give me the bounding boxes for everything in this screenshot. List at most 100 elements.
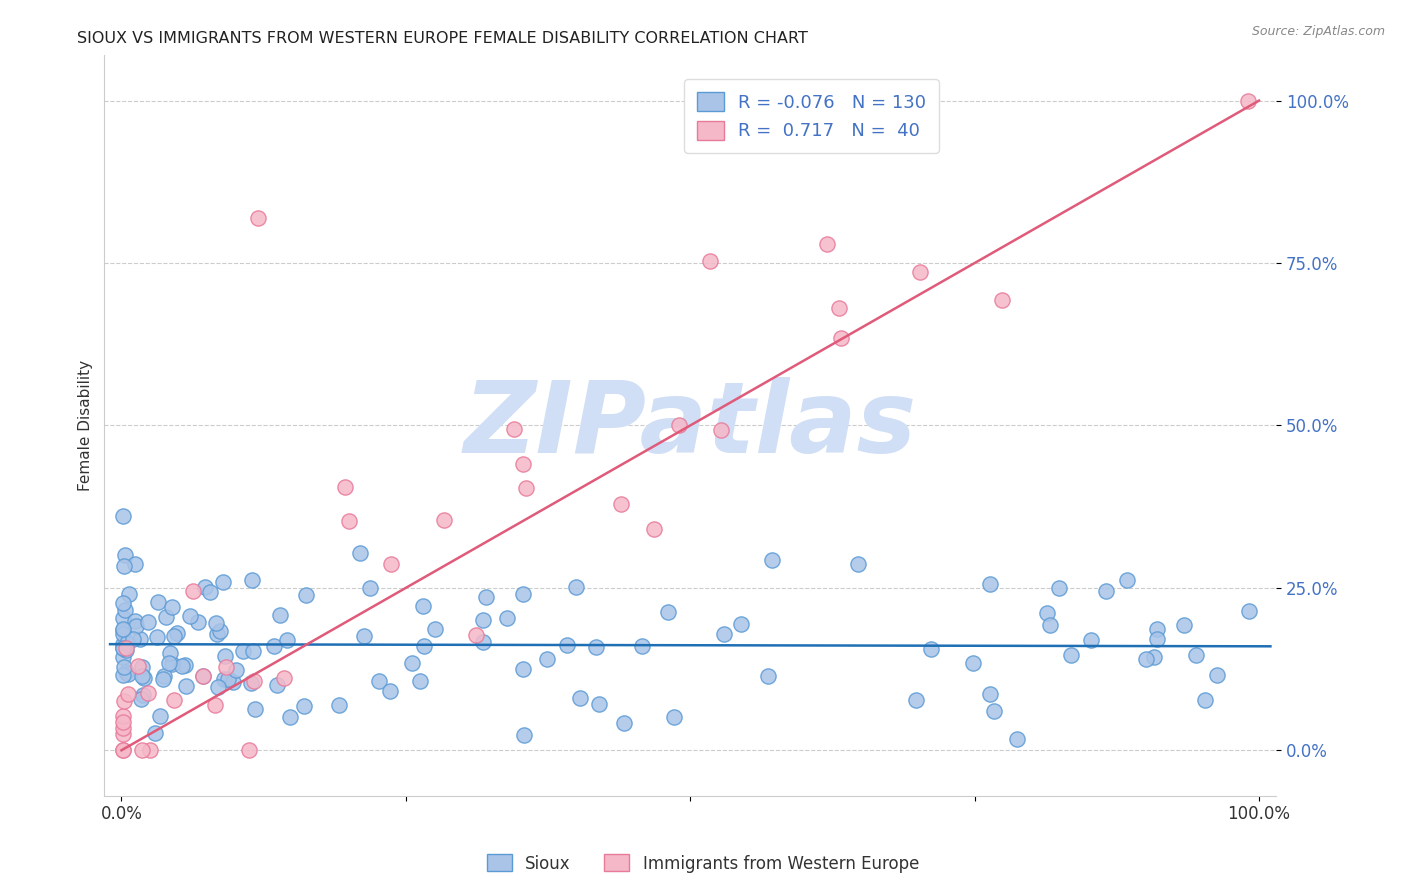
Point bbox=[112, 694, 135, 708]
Point bbox=[295, 588, 318, 602]
Point bbox=[276, 632, 298, 647]
Point bbox=[263, 639, 285, 653]
Point bbox=[713, 626, 735, 640]
Point bbox=[111, 721, 134, 735]
Point bbox=[423, 622, 446, 636]
Point bbox=[136, 615, 159, 630]
Point bbox=[353, 629, 375, 643]
Point bbox=[631, 639, 654, 653]
Point bbox=[846, 558, 869, 572]
Point bbox=[730, 616, 752, 631]
Point bbox=[112, 660, 135, 674]
Point bbox=[111, 668, 134, 682]
Point bbox=[207, 680, 229, 694]
Point bbox=[162, 692, 184, 706]
Point bbox=[503, 422, 526, 436]
Point bbox=[335, 480, 357, 494]
Point bbox=[328, 698, 350, 712]
Point bbox=[412, 599, 434, 613]
Point bbox=[124, 557, 146, 571]
Point bbox=[124, 615, 146, 629]
Point bbox=[166, 626, 188, 640]
Point bbox=[172, 659, 194, 673]
Point bbox=[111, 715, 134, 730]
Point bbox=[155, 610, 177, 624]
Point bbox=[761, 552, 783, 566]
Point bbox=[610, 497, 633, 511]
Point bbox=[152, 669, 174, 683]
Text: Source: ZipAtlas.com: Source: ZipAtlas.com bbox=[1251, 25, 1385, 38]
Point bbox=[349, 546, 371, 560]
Point bbox=[217, 672, 239, 686]
Point bbox=[513, 728, 536, 742]
Point bbox=[1184, 648, 1206, 662]
Point bbox=[269, 607, 291, 622]
Point bbox=[1236, 94, 1258, 108]
Point bbox=[111, 709, 134, 723]
Point bbox=[115, 635, 138, 649]
Point bbox=[214, 649, 236, 664]
Point bbox=[908, 265, 931, 279]
Legend: R = -0.076   N = 130, R =  0.717   N =  40: R = -0.076 N = 130, R = 0.717 N = 40 bbox=[685, 79, 939, 153]
Point bbox=[198, 584, 221, 599]
Point bbox=[174, 679, 197, 693]
Point bbox=[983, 704, 1005, 718]
Point bbox=[266, 677, 288, 691]
Point bbox=[1007, 732, 1029, 747]
Point bbox=[830, 331, 852, 345]
Point bbox=[585, 640, 607, 654]
Point bbox=[111, 509, 134, 524]
Text: SIOUX VS IMMIGRANTS FROM WESTERN EUROPE FEMALE DISABILITY CORRELATION CHART: SIOUX VS IMMIGRANTS FROM WESTERN EUROPE … bbox=[77, 31, 808, 46]
Point bbox=[699, 253, 721, 268]
Point bbox=[555, 638, 578, 652]
Point bbox=[114, 548, 136, 562]
Point bbox=[111, 640, 134, 655]
Point bbox=[278, 710, 301, 724]
Point bbox=[242, 643, 264, 657]
Point bbox=[337, 514, 360, 528]
Point bbox=[512, 587, 534, 601]
Point bbox=[243, 673, 266, 688]
Point bbox=[1035, 606, 1057, 620]
Point bbox=[920, 642, 942, 657]
Point bbox=[1115, 574, 1137, 588]
Point bbox=[962, 657, 984, 671]
Point bbox=[136, 686, 159, 700]
Point bbox=[569, 691, 592, 706]
Point bbox=[111, 640, 134, 655]
Point bbox=[413, 639, 436, 653]
Point bbox=[1194, 693, 1216, 707]
Point bbox=[163, 629, 186, 643]
Text: ZIPatlas: ZIPatlas bbox=[464, 377, 917, 474]
Point bbox=[152, 672, 174, 686]
Point bbox=[828, 301, 851, 315]
Point bbox=[246, 211, 269, 225]
Point bbox=[495, 611, 517, 625]
Legend: Sioux, Immigrants from Western Europe: Sioux, Immigrants from Western Europe bbox=[481, 847, 925, 880]
Point bbox=[112, 558, 135, 573]
Point bbox=[131, 688, 153, 702]
Point bbox=[245, 702, 267, 716]
Point bbox=[222, 675, 245, 690]
Point bbox=[143, 726, 166, 740]
Point bbox=[471, 635, 494, 649]
Point bbox=[160, 600, 183, 615]
Point bbox=[212, 672, 235, 686]
Point bbox=[118, 587, 141, 601]
Point bbox=[187, 615, 209, 630]
Point bbox=[472, 613, 495, 627]
Point bbox=[662, 710, 685, 724]
Point bbox=[208, 624, 231, 638]
Point bbox=[1143, 650, 1166, 665]
Point bbox=[111, 622, 134, 636]
Point bbox=[111, 743, 134, 757]
Point bbox=[131, 660, 153, 674]
Point bbox=[991, 293, 1014, 308]
Point bbox=[131, 669, 153, 683]
Point bbox=[179, 608, 201, 623]
Point bbox=[122, 632, 145, 646]
Point bbox=[474, 591, 496, 605]
Point bbox=[756, 669, 779, 683]
Point bbox=[111, 743, 134, 757]
Point bbox=[657, 606, 679, 620]
